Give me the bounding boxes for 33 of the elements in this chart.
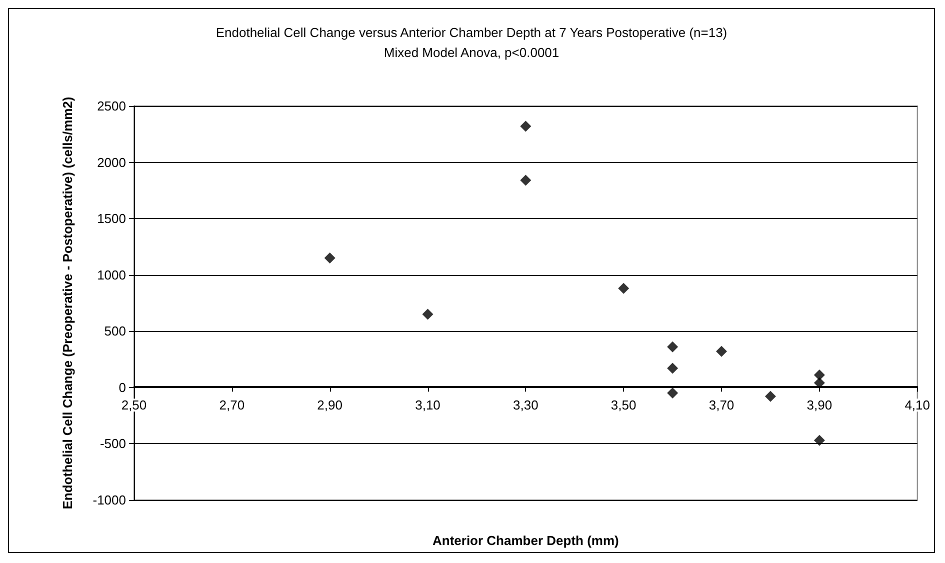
x-tick-label: 3,70 (708, 398, 734, 413)
point (324, 252, 336, 264)
x-axis-title: Anterior Chamber Depth (mm) (432, 533, 619, 548)
y-tick-label: -1000 (92, 492, 126, 508)
chart-title: Endothelial Cell Change versus Anterior Chamber Depth at 7 Years Postoperative (n=13) (216, 25, 728, 40)
x-tick-label: 3,90 (806, 398, 832, 413)
y-tick-label: 2000 (97, 154, 126, 170)
x-tick-label: 2,50 (121, 398, 147, 413)
x-tick-label: 2,70 (219, 398, 245, 413)
x-tick-label: 3,10 (415, 398, 440, 413)
y-tick-label: 0 (118, 380, 126, 395)
point (520, 120, 532, 132)
point (814, 434, 825, 446)
point (814, 370, 825, 381)
y-tick-label: 2500 (97, 98, 126, 114)
point (667, 388, 678, 399)
y-tick-label: 1000 (97, 267, 126, 282)
point (422, 308, 434, 320)
x-tick-label: 3,50 (610, 398, 636, 413)
point (716, 346, 728, 357)
y-tick-label: -500 (100, 436, 126, 452)
x-tick-label: 4,10 (904, 398, 930, 413)
x-tick-label: 3,30 (513, 398, 538, 413)
point (667, 362, 678, 374)
point (667, 341, 678, 352)
chart-subtitle: Mixed Model Anova, p<0.0001 (384, 45, 560, 60)
point (520, 174, 532, 186)
point (764, 390, 776, 402)
x-tick-label: 2,90 (317, 398, 342, 413)
y-axis-title: Endothelial Cell Change (Preoperative - Postoperative) (cells/mm2) (60, 96, 75, 510)
y-tick-label: 500 (104, 324, 126, 339)
point (618, 282, 630, 294)
y-tick-label: 1500 (97, 211, 126, 226)
